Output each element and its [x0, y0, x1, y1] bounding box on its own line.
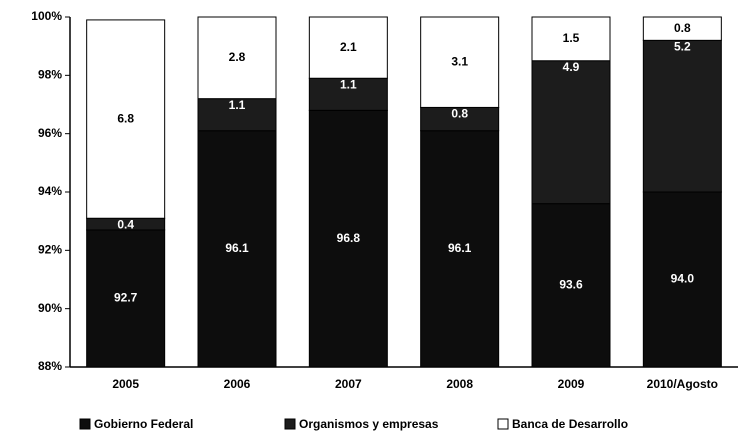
x-tick-label: 2010/Agosto [647, 377, 718, 391]
data-label: 5.2 [674, 40, 691, 54]
y-tick-label: 88% [38, 359, 62, 373]
x-tick-label: 2009 [558, 377, 585, 391]
bar-segment [197, 16, 277, 100]
y-tick-label: 96% [38, 126, 62, 140]
data-label: 0.4 [117, 217, 134, 231]
data-label: 94.0 [671, 272, 695, 286]
data-label: 6.8 [117, 111, 134, 125]
y-tick-label: 92% [38, 243, 62, 257]
data-label: 96.8 [337, 231, 361, 245]
bar-segment [420, 130, 500, 368]
x-tick-label: 2005 [112, 377, 139, 391]
bar-segment [531, 16, 611, 62]
bar-segment [642, 191, 722, 368]
bar-segment [197, 98, 277, 132]
bar-segment [308, 16, 388, 79]
bar-segment [86, 229, 166, 368]
y-tick-label: 90% [38, 301, 62, 315]
data-label: 0.8 [674, 21, 691, 35]
y-tick-label: 98% [38, 68, 62, 82]
data-label: 96.1 [448, 241, 472, 255]
x-tick-label: 2008 [446, 377, 473, 391]
legend-swatch [284, 418, 296, 430]
data-label: 2.1 [340, 40, 357, 54]
legend-label: Gobierno Federal [94, 417, 193, 431]
data-label: 1.1 [229, 98, 246, 112]
data-label: 92.7 [114, 291, 138, 305]
data-label: 4.9 [563, 60, 580, 74]
bar-segment [642, 16, 722, 41]
legend-label: Banca de Desarrollo [512, 417, 628, 431]
legend-label: Organismos y empresas [299, 417, 439, 431]
legend-swatch [497, 418, 509, 430]
bar-segment [308, 109, 388, 368]
bar-segment [531, 60, 611, 205]
data-label: 1.1 [340, 77, 357, 91]
data-label: 2.8 [229, 50, 246, 64]
legend-swatch [79, 418, 91, 430]
bar-segment [86, 19, 166, 219]
y-tick-label: 100% [31, 9, 62, 23]
y-tick-label: 94% [38, 184, 62, 198]
data-label: 3.1 [451, 54, 468, 68]
data-label: 1.5 [563, 31, 580, 45]
data-label: 93.6 [559, 278, 583, 292]
x-tick-label: 2007 [335, 377, 362, 391]
bar-segment [531, 203, 611, 368]
bar-segment [308, 77, 388, 111]
bar-segment [197, 130, 277, 368]
data-label: 96.1 [225, 241, 249, 255]
x-tick-label: 2006 [224, 377, 251, 391]
bar-segment [420, 16, 500, 108]
bar-segment [642, 39, 722, 193]
data-label: 0.8 [451, 107, 468, 121]
